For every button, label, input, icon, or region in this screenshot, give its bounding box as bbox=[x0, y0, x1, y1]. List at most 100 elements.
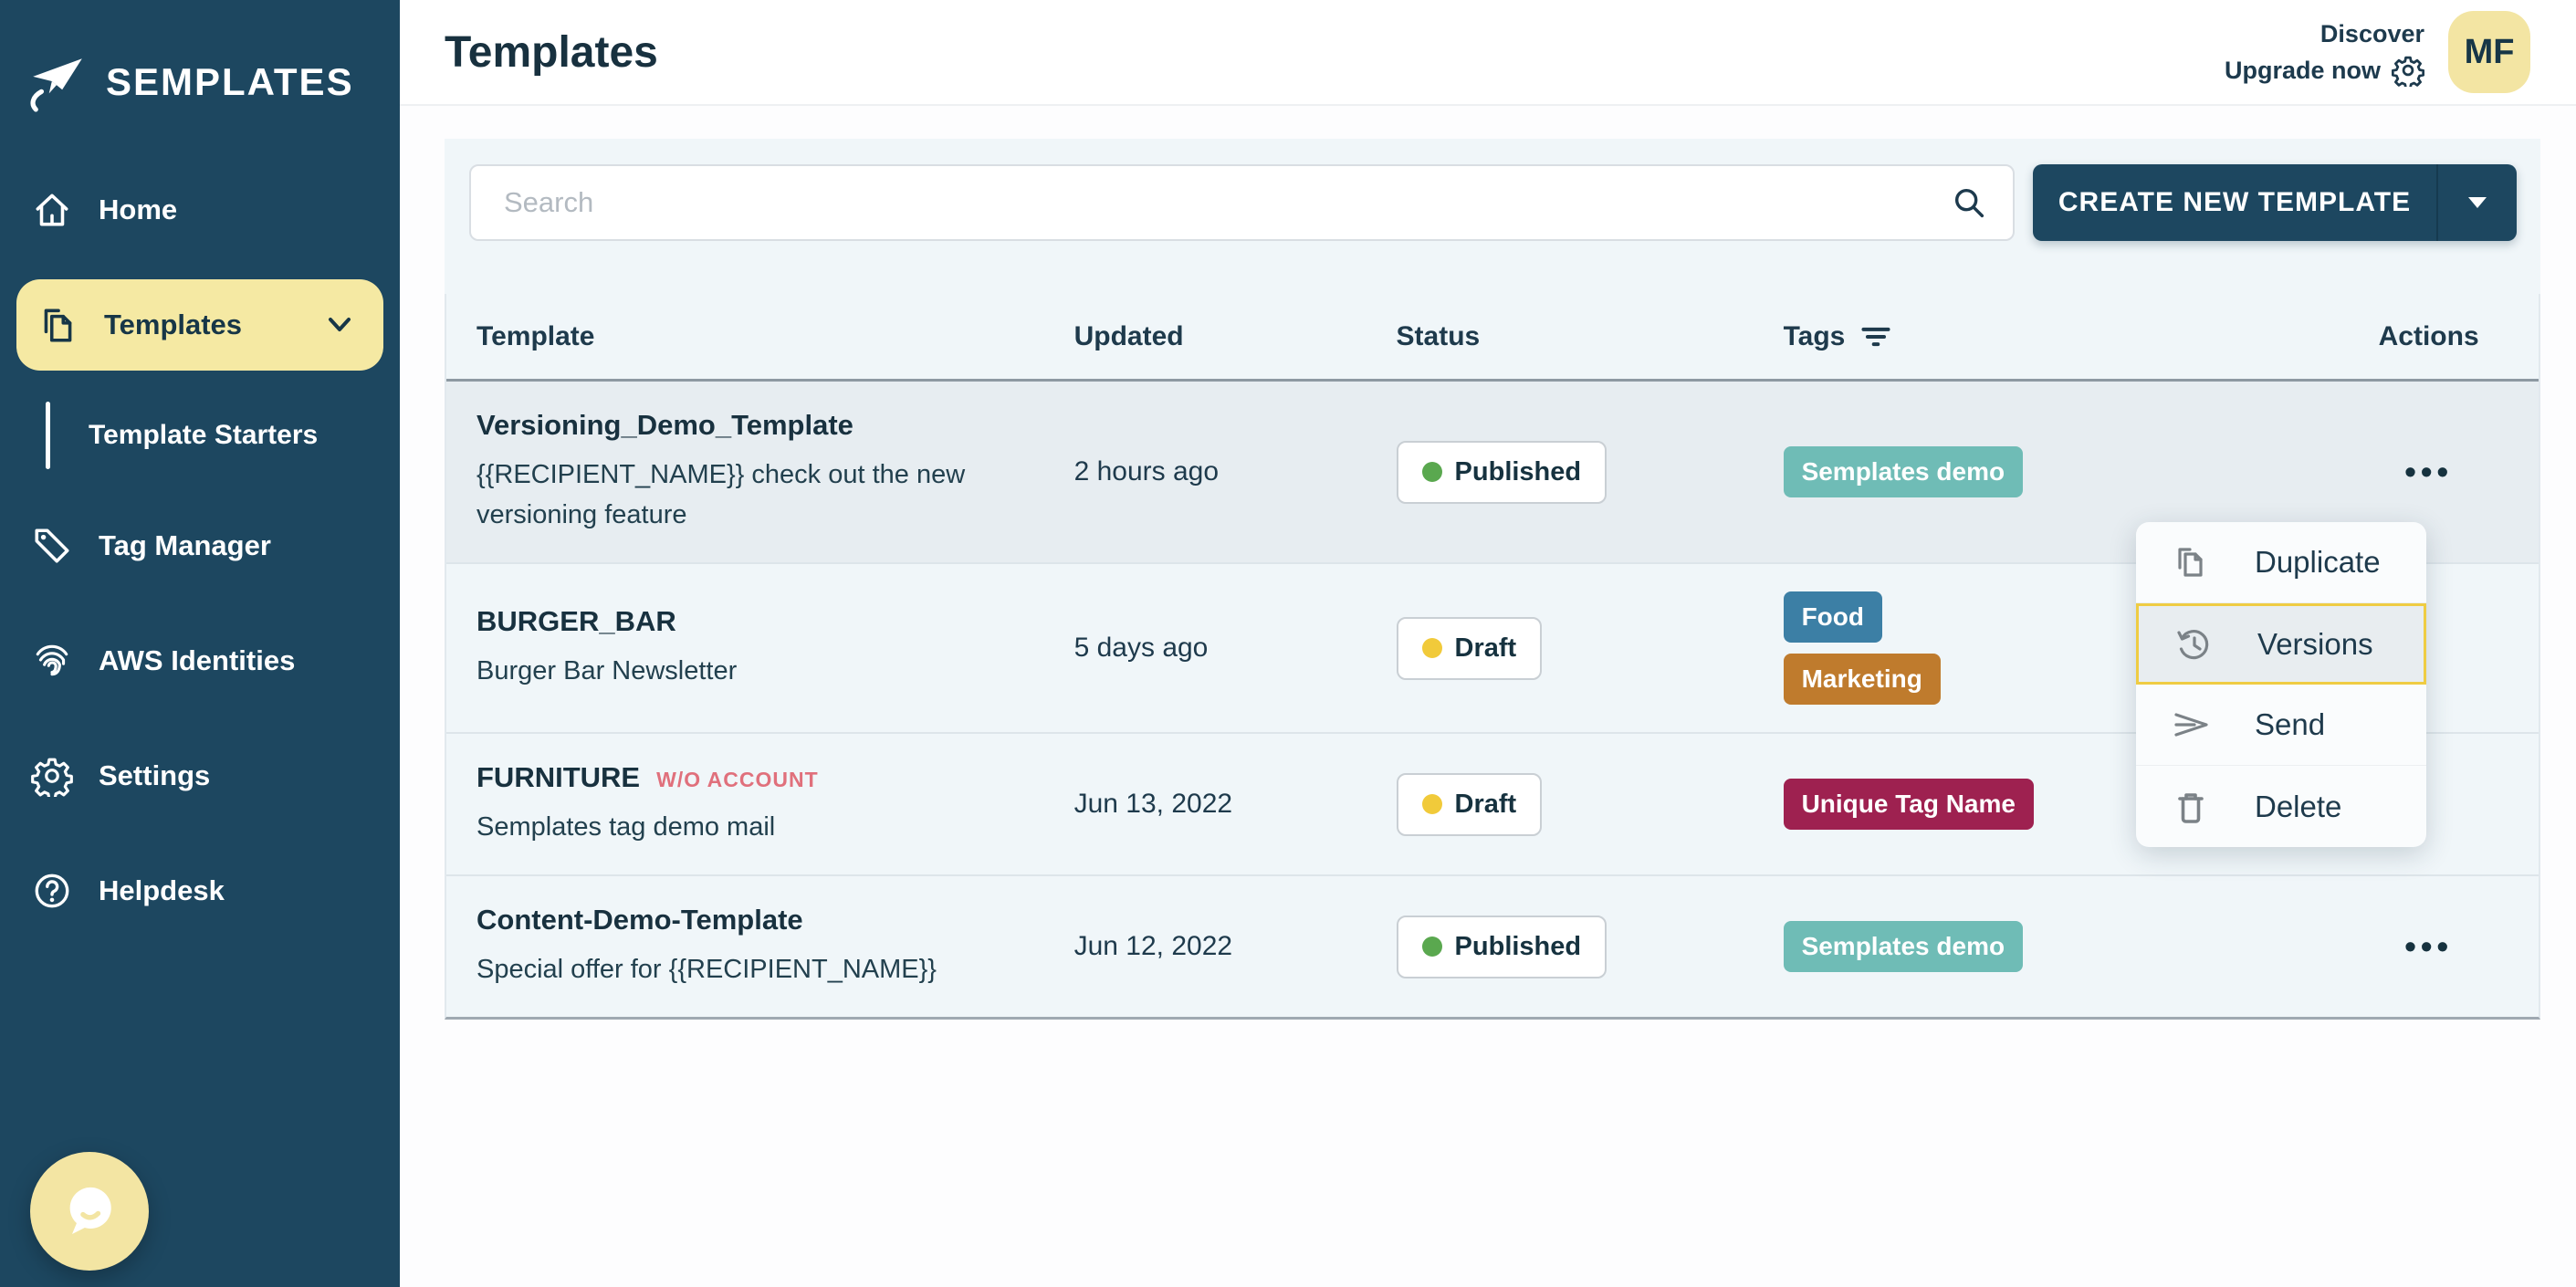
menu-item-label: Send bbox=[2255, 707, 2326, 741]
status-dot bbox=[1421, 638, 1442, 658]
status-dot bbox=[1421, 462, 1442, 482]
sidebar: SEMPLATES Home Temp bbox=[0, 0, 400, 1287]
fingerprint-icon bbox=[31, 640, 73, 682]
sidebar-item-template-starters[interactable]: Template Starters bbox=[0, 394, 400, 476]
create-new-template-button[interactable]: CREATE NEW TEMPLATE bbox=[2033, 164, 2517, 241]
sidebar-item-label: Helpdesk bbox=[99, 874, 225, 906]
template-subject: {{RECIPIENT_NAME}} check out the new ver… bbox=[476, 460, 966, 529]
menu-item-versions[interactable]: Versions bbox=[2136, 603, 2426, 685]
chat-bubble-icon bbox=[55, 1177, 124, 1246]
column-header-tags-label: Tags bbox=[1783, 320, 1846, 351]
sidebar-item-label: Home bbox=[99, 194, 178, 225]
status-badge: Published bbox=[1396, 915, 1607, 978]
send-plane-icon bbox=[2171, 705, 2211, 745]
chevron-down-icon bbox=[323, 314, 356, 336]
table-row[interactable]: FURNITURE W/O ACCOUNT Semplates tag demo… bbox=[446, 734, 2539, 876]
row-actions-menu-button[interactable]: ••• bbox=[2404, 927, 2454, 965]
home-icon bbox=[31, 189, 73, 231]
status-badge: Draft bbox=[1396, 616, 1543, 680]
status-label: Draft bbox=[1454, 633, 1517, 663]
table-header-row: Template Updated Status Tags Actions bbox=[446, 294, 2539, 382]
status-label: Published bbox=[1454, 931, 1582, 961]
filter-icon[interactable] bbox=[1859, 323, 1892, 351]
search-input[interactable] bbox=[469, 164, 2015, 241]
column-header-template: Template bbox=[476, 320, 595, 351]
discover-link[interactable]: Discover bbox=[2319, 20, 2424, 47]
templates-icon bbox=[37, 304, 79, 346]
tag-badge: Semplates demo bbox=[1783, 921, 2024, 972]
help-circle-icon bbox=[31, 870, 73, 912]
menu-item-label: Duplicate bbox=[2255, 545, 2381, 579]
sidebar-item-settings[interactable]: Settings bbox=[0, 730, 400, 821]
tag-badge: Marketing bbox=[1783, 654, 1941, 705]
status-badge: Draft bbox=[1396, 772, 1543, 836]
duplicate-icon bbox=[2171, 542, 2211, 582]
tag-badge: Semplates demo bbox=[1783, 446, 2024, 497]
sidebar-item-aws-identities[interactable]: AWS Identities bbox=[0, 615, 400, 706]
status-badge: Published bbox=[1396, 440, 1607, 504]
menu-item-send[interactable]: Send bbox=[2136, 685, 2426, 766]
status-label: Published bbox=[1454, 456, 1582, 487]
sidebar-item-helpdesk[interactable]: Helpdesk bbox=[0, 845, 400, 936]
user-avatar[interactable]: MF bbox=[2448, 11, 2530, 93]
sidebar-item-label: Templates bbox=[104, 309, 243, 340]
templates-table: Template Updated Status Tags Actions Ver… bbox=[445, 294, 2540, 1020]
sidebar-item-label: Template Starters bbox=[89, 420, 319, 450]
top-header: Templates Discover Upgrade now MF bbox=[400, 0, 2576, 106]
toolbar: CREATE NEW TEMPLATE bbox=[445, 139, 2540, 241]
tag-icon bbox=[31, 525, 73, 567]
header-account-area: Discover Upgrade now MF bbox=[2225, 11, 2576, 93]
wo-account-flag: W/O ACCOUNT bbox=[656, 768, 819, 791]
sidebar-item-home[interactable]: Home bbox=[0, 164, 400, 256]
status-label: Draft bbox=[1454, 789, 1517, 819]
menu-item-duplicate[interactable]: Duplicate bbox=[2136, 522, 2426, 603]
sidebar-item-label: AWS Identities bbox=[99, 644, 296, 676]
template-subject: Special offer for {{RECIPIENT_NAME}} bbox=[476, 955, 937, 984]
create-button-label: CREATE NEW TEMPLATE bbox=[2058, 187, 2412, 217]
row-actions-menu-button[interactable]: ••• bbox=[2404, 453, 2454, 490]
status-dot bbox=[1421, 794, 1442, 814]
template-name: BURGER_BAR bbox=[476, 605, 676, 637]
upgrade-now-link[interactable]: Upgrade now bbox=[2224, 57, 2381, 84]
row-actions-context-menu: Duplicate Versions Send bbox=[2136, 522, 2426, 847]
column-header-status: Status bbox=[1396, 320, 1481, 351]
sidebar-nav: Home Templates Templat bbox=[0, 164, 400, 936]
sidebar-item-templates[interactable]: Templates bbox=[16, 279, 383, 371]
template-name: FURNITURE bbox=[476, 761, 641, 793]
settings-gear-icon[interactable] bbox=[2392, 54, 2424, 87]
brand-logo[interactable]: SEMPLATES bbox=[0, 0, 400, 128]
caret-down-icon bbox=[2468, 197, 2487, 208]
create-button-dropdown[interactable] bbox=[2436, 164, 2517, 241]
template-subject: Burger Bar Newsletter bbox=[476, 656, 738, 685]
template-subject: Semplates tag demo mail bbox=[476, 812, 776, 842]
tag-badge: Food bbox=[1783, 591, 1882, 643]
updated-value: 5 days ago bbox=[1073, 633, 1209, 663]
search-icon[interactable] bbox=[1951, 184, 1989, 223]
page-title: Templates bbox=[445, 27, 658, 77]
template-name: Versioning_Demo_Template bbox=[476, 409, 853, 441]
versions-history-icon bbox=[2173, 624, 2214, 664]
template-name: Content-Demo-Template bbox=[476, 904, 803, 936]
table-row[interactable]: Content-Demo-Template Special offer for … bbox=[446, 876, 2539, 1017]
updated-value: Jun 13, 2022 bbox=[1073, 789, 1233, 819]
updated-value: 2 hours ago bbox=[1073, 456, 1220, 487]
trash-icon bbox=[2171, 787, 2211, 827]
search-field bbox=[469, 164, 2015, 241]
sidebar-item-tag-manager[interactable]: Tag Manager bbox=[0, 500, 400, 591]
column-header-updated: Updated bbox=[1073, 320, 1184, 351]
gear-icon bbox=[31, 755, 73, 797]
table-row[interactable]: BURGER_BAR Burger Bar Newsletter 5 days … bbox=[446, 564, 2539, 734]
tag-badge: Unique Tag Name bbox=[1783, 779, 2034, 830]
updated-value: Jun 12, 2022 bbox=[1073, 931, 1233, 961]
brand-name: SEMPLATES bbox=[106, 60, 354, 103]
status-dot bbox=[1421, 936, 1442, 957]
sidebar-item-label: Tag Manager bbox=[99, 529, 271, 561]
menu-item-label: Delete bbox=[2255, 789, 2342, 823]
menu-item-delete[interactable]: Delete bbox=[2136, 766, 2426, 847]
chat-widget-button[interactable] bbox=[30, 1152, 149, 1271]
menu-item-label: Versions bbox=[2257, 626, 2373, 661]
column-header-tags: Tags bbox=[1784, 321, 2319, 352]
account-links: Discover Upgrade now bbox=[2225, 16, 2424, 89]
column-header-actions: Actions bbox=[2378, 320, 2479, 351]
